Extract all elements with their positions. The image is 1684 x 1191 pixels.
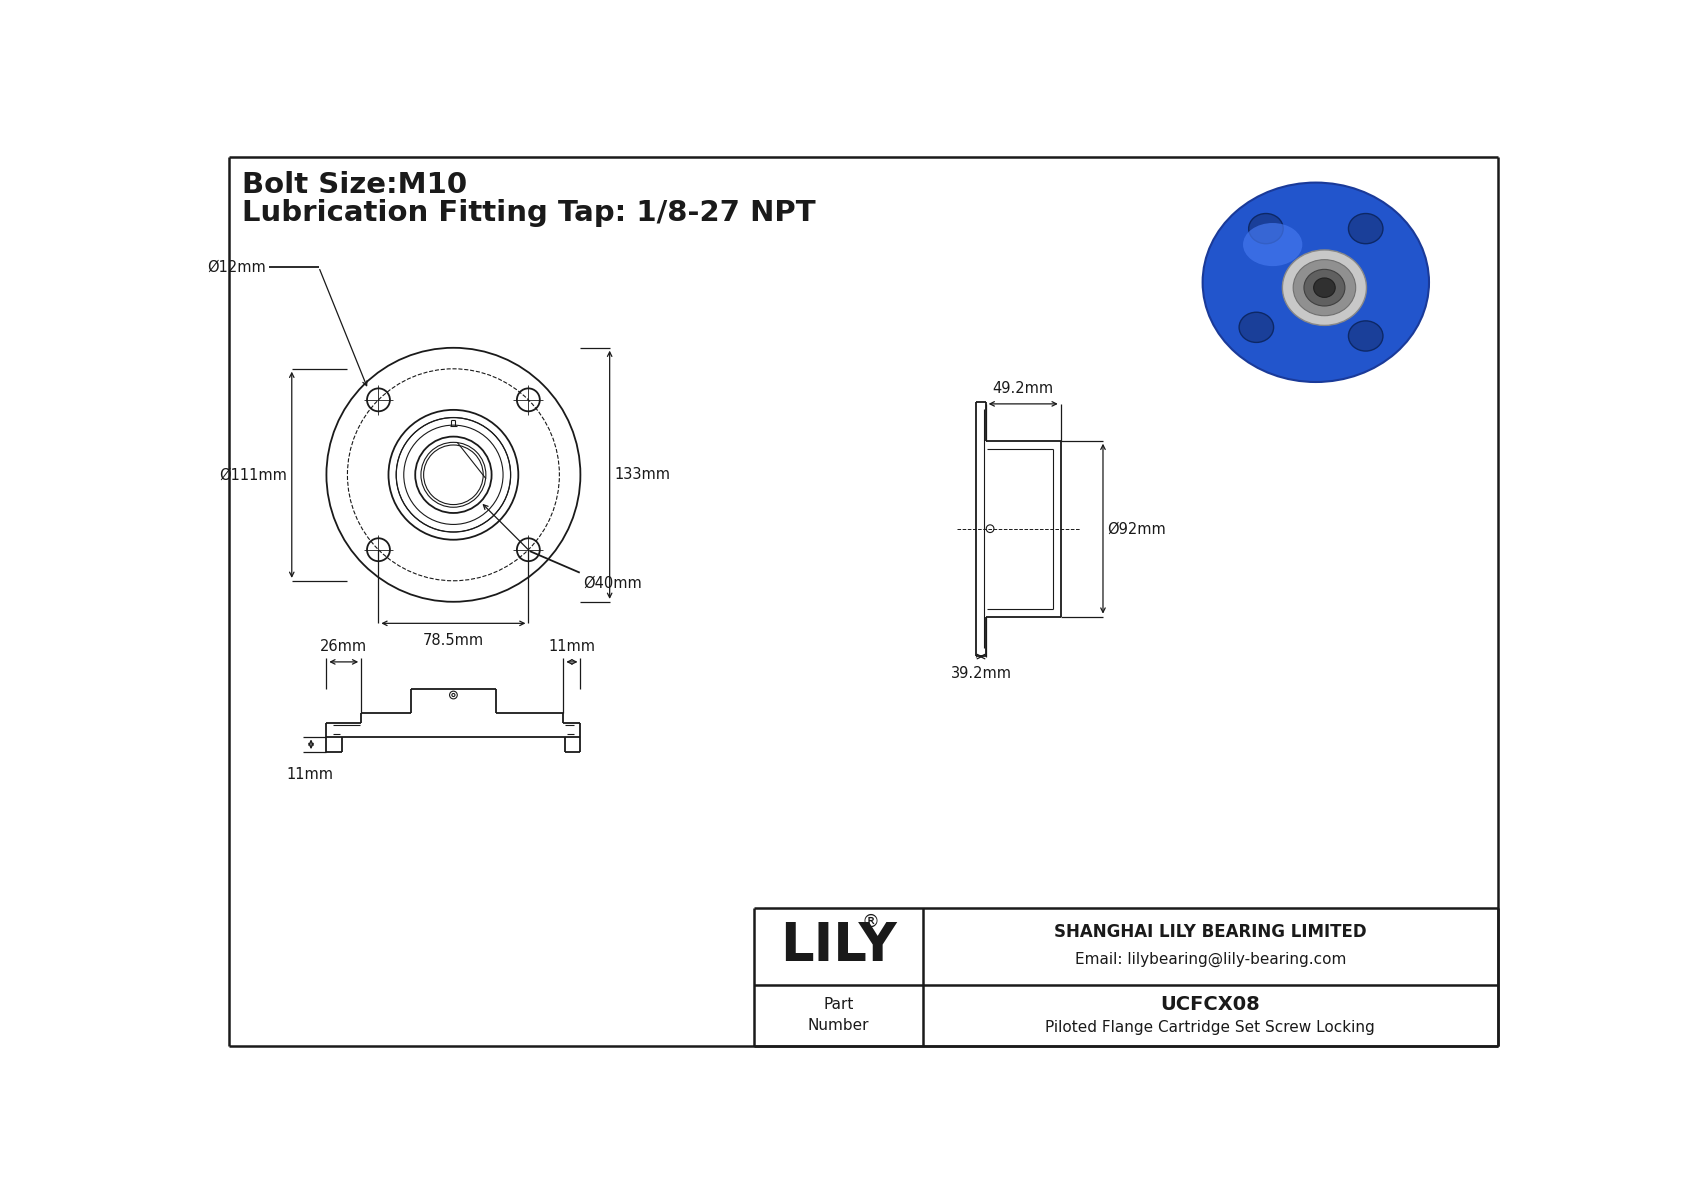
Text: Email: lilybearing@lily-bearing.com: Email: lilybearing@lily-bearing.com: [1074, 953, 1346, 967]
Ellipse shape: [1248, 213, 1283, 244]
Ellipse shape: [1349, 213, 1383, 244]
Text: Part
Number: Part Number: [808, 997, 869, 1034]
Ellipse shape: [1349, 320, 1383, 351]
Ellipse shape: [1239, 312, 1273, 343]
Text: 26mm: 26mm: [320, 640, 367, 654]
Text: 78.5mm: 78.5mm: [423, 632, 483, 648]
Text: 39.2mm: 39.2mm: [950, 666, 1012, 681]
Text: UCFCX08: UCFCX08: [1160, 994, 1260, 1014]
Ellipse shape: [1293, 260, 1356, 316]
Ellipse shape: [1314, 278, 1335, 298]
Text: Ø111mm: Ø111mm: [219, 467, 288, 482]
Text: 49.2mm: 49.2mm: [992, 381, 1054, 397]
Text: 11mm: 11mm: [549, 640, 596, 654]
Text: Ø40mm: Ø40mm: [583, 575, 642, 591]
Text: Piloted Flange Cartridge Set Screw Locking: Piloted Flange Cartridge Set Screw Locki…: [1046, 1021, 1376, 1035]
Ellipse shape: [1202, 182, 1430, 382]
Ellipse shape: [1303, 269, 1346, 306]
Text: SHANGHAI LILY BEARING LIMITED: SHANGHAI LILY BEARING LIMITED: [1054, 923, 1367, 941]
Ellipse shape: [1283, 250, 1366, 325]
Text: ®: ®: [862, 912, 879, 930]
Text: Ø12mm: Ø12mm: [207, 260, 266, 274]
Text: 133mm: 133mm: [615, 467, 670, 482]
Text: Ø92mm: Ø92mm: [1108, 522, 1167, 536]
Text: Bolt Size:M10: Bolt Size:M10: [242, 170, 466, 199]
Text: Lubrication Fitting Tap: 1/8-27 NPT: Lubrication Fitting Tap: 1/8-27 NPT: [242, 199, 815, 227]
Ellipse shape: [1243, 223, 1302, 266]
Text: 11mm: 11mm: [286, 767, 333, 782]
Text: LILY: LILY: [780, 919, 898, 972]
